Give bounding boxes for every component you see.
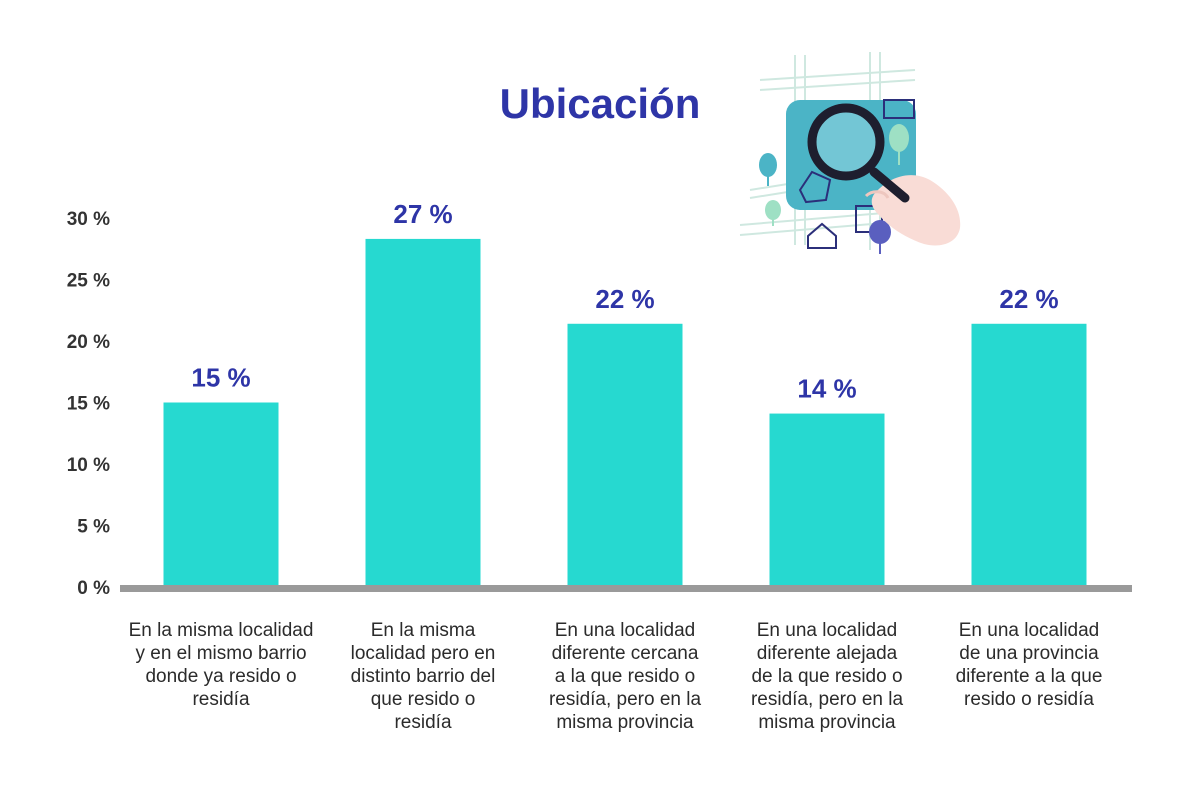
category-label-line: diferente alejada [757, 643, 898, 664]
bar [567, 323, 683, 587]
category-label: En una localidad diferente cercana a la qu… [549, 620, 702, 733]
category-label-line: misma provincia [556, 712, 694, 733]
map-magnifier-icon [739, 52, 961, 254]
category-label-line: En la misma [371, 620, 476, 641]
y-tick-label: 0 % [77, 578, 110, 599]
chart-title: Ubicación [500, 80, 701, 127]
category-label-line: residía, pero en la [549, 689, 702, 710]
category-label-line: En una localidad [555, 620, 696, 641]
data-label: 15 % [191, 363, 250, 393]
category-label: En una localidad diferente alejada de la q… [751, 620, 904, 733]
category-label-line: que resido o [371, 689, 476, 710]
category-label-line: residía [192, 689, 249, 710]
category-label: En la misma localidad pero en distinto bar… [351, 620, 496, 733]
data-label: 22 % [999, 284, 1058, 314]
bar [365, 238, 481, 587]
value-labels: 15 % 27 % 22 % 14 % 22 % [191, 199, 1058, 404]
category-label-line: residía, pero en la [751, 689, 904, 710]
category-label-line: distinto barrio del [351, 666, 496, 687]
category-label-line: y en el mismo barrio [135, 643, 306, 664]
category-label-line: a la que resido o [555, 666, 696, 687]
bars [163, 238, 1087, 587]
category-label-line: residía [394, 712, 451, 733]
y-tick-label: 25 % [67, 271, 110, 292]
category-label-line: localidad pero en [351, 643, 496, 664]
bar [163, 402, 279, 587]
category-label-line: En una localidad [959, 620, 1100, 641]
category-labels: En la misma localidad y en el mismo barri… [129, 620, 1103, 733]
y-tick-label: 30 % [67, 209, 110, 230]
category-label-line: de una provincia [959, 643, 1099, 664]
category-label-line: donde ya resido o [145, 666, 296, 687]
y-tick-label: 15 % [67, 394, 110, 415]
bar [769, 413, 885, 587]
bar [971, 323, 1087, 587]
y-axis-ticks: 0 % 5 % 10 % 15 % 20 % 25 % 30 % [67, 209, 110, 599]
category-label: En la misma localidad y en el mismo barri… [129, 620, 314, 710]
data-label: 14 % [797, 374, 856, 404]
data-label: 22 % [595, 284, 654, 314]
data-label: 27 % [393, 199, 452, 229]
category-label-line: de la que resido o [751, 666, 902, 687]
category-label-line: diferente cercana [552, 643, 699, 664]
x-axis-line [120, 585, 1132, 592]
category-label-line: misma provincia [758, 712, 896, 733]
y-tick-label: 10 % [67, 455, 110, 476]
category-label-line: En la misma localidad [129, 620, 314, 641]
category-label: En una localidad de una provincia diferent… [956, 620, 1103, 710]
category-label-line: resido o residía [964, 689, 1094, 710]
y-tick-label: 5 % [77, 517, 110, 538]
y-tick-label: 20 % [67, 332, 110, 353]
category-label-line: diferente a la que [956, 666, 1103, 687]
category-label-line: En una localidad [757, 620, 898, 641]
